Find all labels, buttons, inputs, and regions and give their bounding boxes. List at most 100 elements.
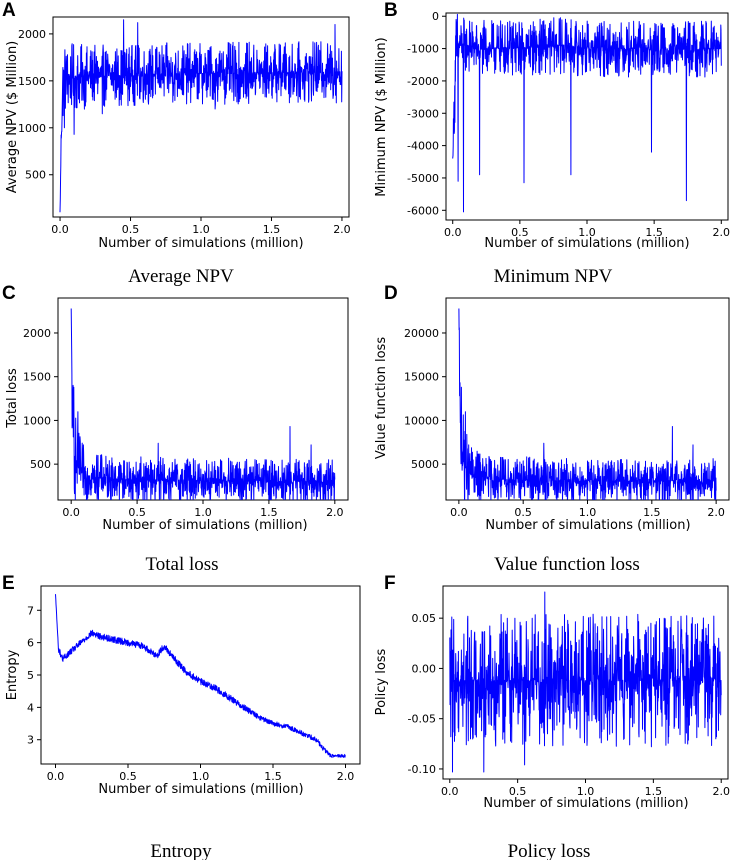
y-tick-label: 3 [27,734,34,747]
x-axis-label: Number of simulations (million) [483,796,688,811]
x-tick-label: 1.5 [263,223,281,236]
panel-letter: E [2,573,15,594]
x-axis-ticks: 0.0 0.5 1.0 1.5 2.0 [47,764,355,783]
panel-a: A 0.0 0.5 1.0 1.5 2.0 500 1000 1500 2000 Number… [2,0,351,287]
panel-c: C 0.0 0.5 1.0 1.5 2.0 500 1000 1500 2000 Number… [2,283,349,575]
y-tick-label: 10000 [404,414,439,427]
y-tick-label: -3000 [407,107,439,120]
x-tick-label: 2.0 [707,506,725,519]
panel-e: E 0.0 0.5 1.0 1.5 2.0 3 4 5 6 7 Number of simula… [2,573,361,860]
panel-caption: Minimum NPV [494,266,613,287]
panel-caption: Total loss [145,554,218,575]
panel-caption: Average NPV [128,266,234,287]
x-tick-label: 2.0 [333,223,351,236]
y-tick-label: 500 [25,169,46,182]
series-group [449,591,722,773]
plot-frame [40,585,361,765]
y-axis-ticks: -0.10 -0.05 0.00 0.05 [408,612,443,776]
y-tick-label: 0 [432,10,439,23]
series-line [458,308,717,500]
x-axis-ticks: 0.0 0.5 1.0 1.5 2.0 [444,220,730,239]
y-tick-label: 1000 [23,414,51,427]
x-axis-label: Number of simulations (million) [484,236,689,251]
x-tick-label: 0.0 [47,770,65,783]
y-tick-label: 4 [27,701,34,714]
x-tick-label: 0.5 [119,770,137,783]
panel-caption: Entropy [150,841,212,860]
y-axis-label: Average NPV ($ Million) [5,41,20,194]
x-tick-label: 2.0 [326,506,344,519]
x-tick-label: 2.0 [337,770,355,783]
x-tick-label: 1.0 [192,770,210,783]
y-axis-ticks: 500 1000 1500 2000 [23,327,58,471]
y-axis-label: Policy loss [374,648,389,715]
y-tick-label: 7 [27,604,34,617]
y-axis-label: Total loss [5,368,20,429]
y-tick-label: 5000 [411,458,439,471]
panel-letter: F [384,573,396,594]
x-tick-label: 1.5 [645,785,663,798]
series-group [458,308,717,500]
x-tick-label: 0.5 [128,506,146,519]
x-axis-label: Number of simulations (million) [102,518,307,533]
x-tick-label: 1.5 [643,506,661,519]
x-axis-ticks: 0.0 0.5 1.0 1.5 2.0 [450,500,725,519]
x-tick-label: 2.0 [713,226,731,239]
series-group [59,19,343,213]
x-tick-label: 1.5 [260,506,278,519]
y-tick-label: -0.10 [408,763,436,776]
x-tick-label: 1.0 [194,506,212,519]
y-tick-label: 15000 [404,371,439,384]
x-tick-label: 0.0 [444,226,462,239]
y-tick-label: 6 [27,637,34,650]
panel-letter: D [384,283,398,304]
x-axis-ticks: 0.0 0.5 1.0 1.5 2.0 [441,779,730,798]
x-tick-label: 0.0 [51,223,69,236]
x-tick-label: 0.0 [441,785,459,798]
plot-frame [52,16,350,218]
panel-caption: Policy loss [508,841,591,860]
y-tick-label: -0.05 [408,713,436,726]
series-line [59,19,343,213]
x-tick-label: 1.5 [264,770,282,783]
y-axis-ticks: 500 1000 1500 2000 [18,28,53,182]
y-axis-label: Minimum NPV ($ Million) [374,37,389,196]
x-tick-label: 1.0 [192,223,210,236]
x-axis-label: Number of simulations (million) [485,518,690,533]
y-axis-label: Entropy [5,649,20,700]
series-group [452,13,722,213]
x-axis-label: Number of simulations (million) [98,782,303,797]
x-axis-ticks: 0.0 0.5 1.0 1.5 2.0 [51,217,351,236]
y-tick-label: -6000 [407,204,439,217]
x-tick-label: 0.0 [62,506,80,519]
x-tick-label: 0.5 [514,506,532,519]
x-tick-label: 1.0 [578,226,596,239]
y-tick-label: -4000 [407,140,439,153]
x-tick-label: 1.0 [579,506,597,519]
y-tick-label: -2000 [407,75,439,88]
y-axis-ticks: -6000 -5000 -4000 -3000 -2000 -1000 0 [407,10,446,217]
panel-letter: C [2,283,16,304]
y-tick-label: 5 [27,669,34,682]
x-tick-label: 0.5 [122,223,140,236]
x-axis-ticks: 0.0 0.5 1.0 1.5 2.0 [62,500,344,519]
y-tick-label: 1500 [18,75,46,88]
x-tick-label: 0.5 [511,226,529,239]
series-line [449,591,722,773]
y-tick-label: 2000 [23,327,51,340]
x-tick-label: 2.0 [712,785,730,798]
y-tick-label: -1000 [407,43,439,56]
y-tick-label: 0.05 [412,612,437,625]
series-group [55,594,346,758]
panel-letter: B [384,0,398,21]
y-tick-label: 0.00 [412,662,437,675]
y-tick-label: 1500 [23,371,51,384]
series-line [55,594,346,758]
x-tick-label: 0.0 [450,506,468,519]
panel-b: B 0.0 0.5 1.0 1.5 2.0 -6000 -5000 -4000 -3000 -2… [374,0,730,287]
series-line [70,308,336,500]
series-line [452,13,722,213]
panel-letter: A [2,0,16,21]
series-group [70,308,336,500]
x-tick-label: 1.5 [645,226,663,239]
